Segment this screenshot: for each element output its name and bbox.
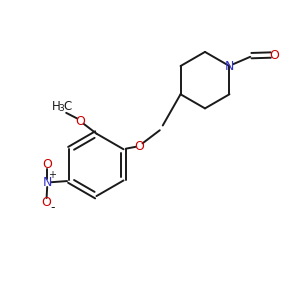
Text: O: O [42, 158, 52, 171]
Text: -: - [50, 201, 55, 214]
Text: O: O [269, 49, 279, 62]
Text: N: N [43, 176, 52, 189]
Text: O: O [134, 140, 144, 153]
Text: 3: 3 [58, 104, 64, 113]
Text: +: + [49, 169, 56, 179]
Text: H: H [51, 100, 60, 113]
Text: C: C [63, 100, 71, 113]
Text: O: O [41, 196, 51, 209]
Text: N: N [225, 59, 234, 73]
Text: O: O [75, 115, 85, 128]
